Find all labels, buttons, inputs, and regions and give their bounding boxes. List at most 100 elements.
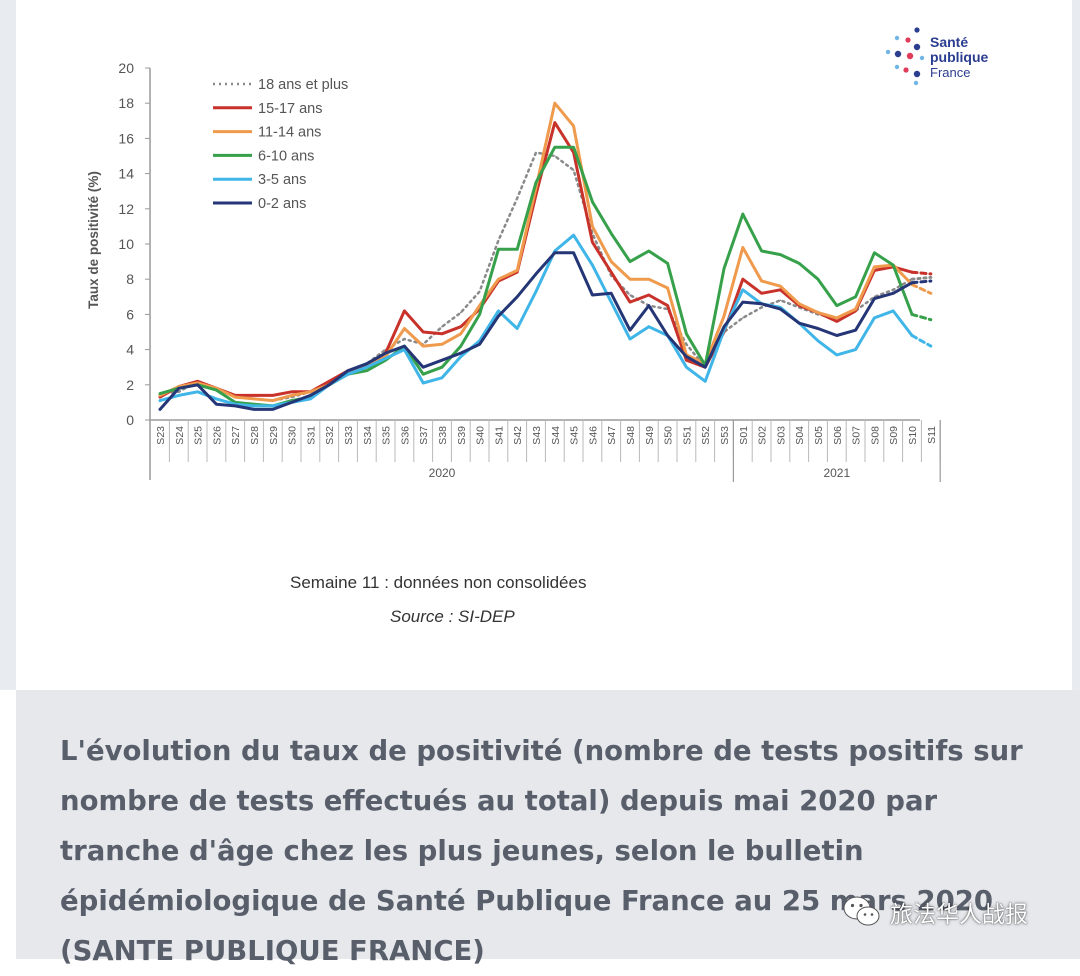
note-line-2: Source : SI-DEP [390, 607, 515, 626]
legend-label: 6-10 ans [258, 148, 314, 164]
x-tick-label: S10 [907, 426, 919, 445]
year-group-label: 2020 [429, 466, 456, 480]
data-point [215, 389, 218, 391]
logo-dot [903, 67, 909, 73]
data-point [460, 325, 462, 328]
data-point [629, 329, 631, 332]
data-point [497, 315, 500, 318]
x-tick-label: S42 [512, 426, 524, 445]
x-tick-label: S40 [475, 426, 487, 445]
data-point [196, 391, 199, 393]
y-tick-label: 8 [126, 271, 134, 287]
data-point [742, 213, 744, 215]
y-tick-label: 10 [118, 236, 134, 252]
x-tick-label: S51 [681, 426, 693, 445]
x-tick-label: S47 [606, 426, 618, 445]
data-point [460, 345, 462, 347]
data-point [854, 348, 857, 351]
data-point [648, 278, 650, 281]
data-point [779, 253, 782, 256]
series-lines [158, 101, 933, 411]
data-point [309, 398, 312, 400]
data-point [930, 280, 932, 282]
data-point [911, 281, 913, 284]
x-tick-label: S52 [700, 426, 712, 445]
data-point [742, 301, 744, 303]
data-point [366, 362, 368, 365]
data-point [648, 304, 650, 307]
x-tick-label: S11 [926, 426, 938, 444]
data-point [610, 292, 612, 295]
x-tick-label: S08 [869, 426, 881, 445]
data-point [272, 399, 274, 402]
data-point [779, 285, 782, 288]
data-point [572, 252, 575, 254]
x-tick-label: S03 [775, 426, 787, 445]
data-point [215, 403, 218, 406]
y-tick-label: 2 [126, 377, 134, 393]
logo-dot [906, 52, 914, 60]
data-point [648, 294, 650, 296]
data-point [760, 306, 763, 309]
data-point [591, 225, 594, 228]
data-point [497, 248, 500, 251]
data-point [422, 345, 425, 347]
data-point [760, 280, 763, 282]
data-point [930, 345, 932, 347]
data-point [742, 246, 744, 249]
data-point [422, 373, 425, 376]
logo-line-2: publique [930, 49, 989, 65]
wechat-account-name: 旅法华人战报 [890, 902, 1028, 928]
y-tick-label: 12 [118, 201, 134, 217]
data-point [460, 352, 462, 354]
x-tick-label: S31 [305, 426, 317, 445]
data-point [403, 348, 406, 351]
data-point [817, 340, 819, 342]
data-point [591, 264, 594, 266]
data-point [253, 405, 255, 407]
series-line-provisional-1 [910, 270, 933, 276]
data-point [290, 391, 293, 393]
data-point [930, 273, 932, 275]
data-point [441, 377, 443, 379]
data-point [723, 325, 725, 328]
data-point [196, 384, 199, 386]
x-tick-label: S45 [569, 426, 581, 445]
x-axis-year-groups: 2020 2021 [429, 420, 941, 482]
data-point [648, 250, 650, 252]
data-point [497, 239, 500, 242]
data-point [572, 146, 575, 148]
data-point [159, 392, 161, 395]
x-tick-label: S50 [663, 426, 675, 445]
data-point [290, 394, 293, 397]
y-tick-label: 4 [126, 342, 134, 358]
data-point [610, 260, 612, 263]
data-point [685, 359, 688, 362]
x-tick-label: S28 [249, 426, 261, 445]
wechat-icon [843, 896, 880, 926]
x-tick-label: S48 [625, 426, 637, 445]
data-point [309, 394, 312, 397]
logo-dot [894, 50, 902, 58]
data-point [460, 355, 462, 358]
data-point [854, 329, 857, 332]
data-point [911, 313, 913, 316]
data-point [272, 408, 274, 411]
legend-label: 15-17 ans [258, 101, 323, 117]
data-point [403, 338, 406, 340]
data-point [685, 343, 688, 346]
data-point [779, 308, 782, 310]
data-point [798, 262, 800, 265]
x-tick-label: S06 [832, 426, 844, 445]
data-point [666, 334, 669, 337]
x-tick-label: S36 [399, 426, 411, 445]
data-point [610, 271, 612, 274]
series-line-provisional-0 [910, 275, 933, 281]
series-line-provisional-2 [910, 283, 933, 295]
data-point [892, 289, 894, 291]
wechat-watermark: 旅法华人战报 [842, 893, 1028, 931]
year-group-label: 2021 [823, 466, 850, 480]
x-tick-label: S04 [794, 426, 806, 445]
data-point [629, 294, 631, 296]
data-point [178, 387, 180, 390]
